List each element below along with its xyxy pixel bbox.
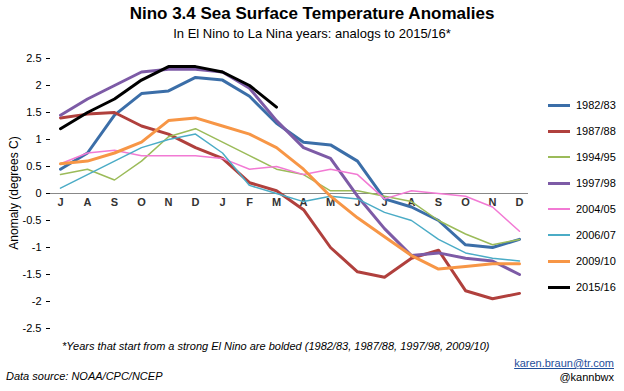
- svg-text:N: N: [165, 196, 173, 208]
- svg-text:-2: -2: [32, 295, 42, 307]
- svg-text:N: N: [488, 196, 497, 208]
- html-text:2006/07: 2006/07: [576, 229, 616, 241]
- svg-text:S: S: [111, 196, 118, 208]
- svg-text:-2.5: -2.5: [23, 322, 42, 334]
- svg-text:D: D: [192, 196, 200, 208]
- svg-text:M: M: [325, 196, 336, 208]
- svg-text:-0.5: -0.5: [23, 214, 42, 226]
- html-text:2015/16: 2015/16: [576, 281, 616, 293]
- html-text:Data source: NOAA/CPC/NCEP: Data source: NOAA/CPC/NCEP: [6, 370, 163, 382]
- svg-text:0.5: 0.5: [26, 160, 41, 172]
- svg-text:A: A: [84, 196, 92, 208]
- svg-text:-1.5: -1.5: [23, 268, 42, 280]
- svg-text:M: M: [272, 196, 281, 208]
- html-text:@kannbwx: @kannbwx: [559, 371, 614, 383]
- svg-text:J: J: [219, 196, 225, 208]
- svg-text:J: J: [381, 196, 388, 208]
- svg-text:1.5: 1.5: [26, 106, 41, 118]
- svg-text:J: J: [354, 196, 361, 208]
- svg-text:J: J: [57, 196, 63, 208]
- svg-text:O: O: [137, 196, 146, 208]
- svg-text:1: 1: [35, 133, 41, 145]
- svg-text:2.5: 2.5: [26, 52, 41, 64]
- html-text:In El Nino to La Nina years: a: In El Nino to La Nina years: analogs to …: [173, 26, 451, 41]
- html-text:1997/98: 1997/98: [576, 177, 616, 189]
- html-text:2009/10: 2009/10: [576, 255, 616, 267]
- html-text:1994/95: 1994/95: [576, 151, 616, 163]
- svg-text:O: O: [461, 196, 470, 208]
- html-text:karen.braun@tr.com: karen.braun@tr.com: [514, 357, 614, 369]
- svg-text:-1: -1: [32, 241, 42, 253]
- html-text:1987/88: 1987/88: [576, 125, 616, 137]
- svg-text:A: A: [299, 196, 308, 208]
- html-text:1982/83: 1982/83: [576, 99, 616, 111]
- html-text:Nino 3.4 Sea Surface Temperatu: Nino 3.4 Sea Surface Temperature Anomali…: [129, 4, 495, 23]
- svg-text:A: A: [407, 196, 416, 208]
- html-text:2004/05: 2004/05: [576, 203, 616, 215]
- svg-text:S: S: [435, 196, 442, 208]
- svg-text:2: 2: [35, 79, 41, 91]
- svg-text:D: D: [516, 196, 524, 208]
- html-text:Anomaly (degrees C): Anomaly (degrees C): [7, 136, 21, 250]
- svg-text:F: F: [246, 196, 253, 208]
- svg-text:0: 0: [35, 187, 41, 199]
- html-text:*Years that start from a stron: *Years that start from a strong El Nino …: [62, 340, 490, 352]
